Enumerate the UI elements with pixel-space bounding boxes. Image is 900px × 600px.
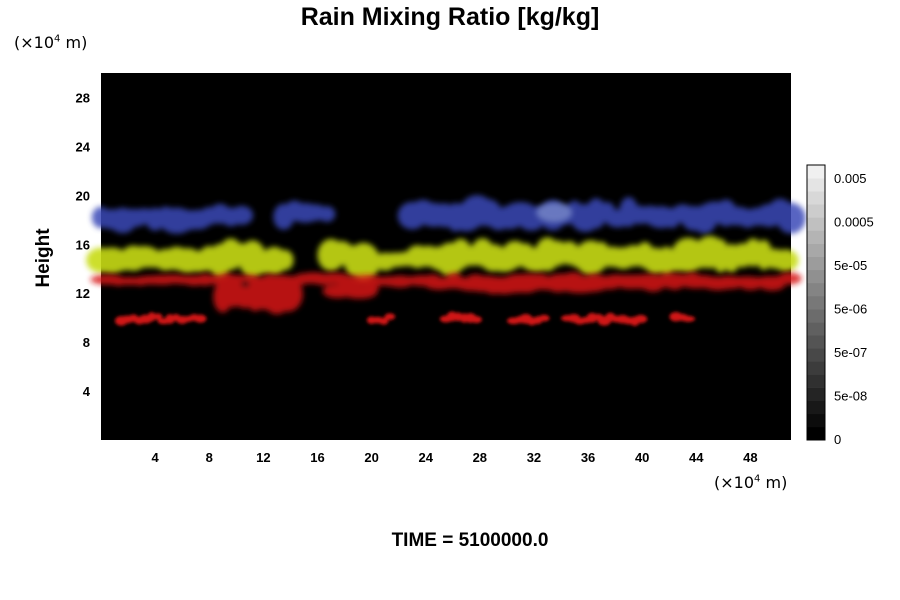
y-axis-unit: (×104 m) [14, 33, 87, 52]
y-unit-exponent: 4 [54, 33, 61, 45]
red-blob [272, 276, 303, 312]
red-low-blob [470, 316, 483, 324]
time-label: TIME = 5100000.0 [391, 530, 549, 551]
red-low-blob [147, 312, 156, 322]
red-low-blob [379, 317, 389, 325]
y-tick-label: 24 [76, 139, 91, 154]
colorbar-label: 5e-05 [834, 258, 867, 273]
cloud-field [86, 195, 806, 326]
colorbar-swatch [807, 217, 825, 231]
colorbar-swatch [807, 309, 825, 323]
red-blob [758, 277, 786, 291]
red-low-blob [153, 313, 163, 320]
y-tick-label: 20 [76, 188, 90, 203]
x-tick-label: 48 [743, 450, 757, 465]
colorbar-swatch [807, 295, 825, 310]
colorbar-swatch [807, 269, 825, 284]
colorbar-swatch [807, 361, 825, 375]
x-tick-label: 40 [635, 450, 649, 465]
yellow-blob [346, 242, 380, 281]
colorbar-swatch [807, 322, 825, 336]
y-unit-prefix: (×10 [14, 33, 55, 52]
x-tick-label: 16 [310, 450, 324, 465]
blue-blob [776, 202, 806, 234]
yellow-blob [276, 249, 294, 271]
colorbar-label: 5e-06 [834, 302, 867, 317]
colorbar-label: 0 [834, 432, 841, 447]
colorbar-swatch [807, 374, 825, 388]
red-layer [90, 272, 802, 315]
colorbar-frame [806, 164, 826, 441]
y-unit-suffix: m) [60, 33, 88, 52]
colorbar-label: 0.0005 [834, 215, 874, 230]
blue-highlight [536, 202, 573, 223]
blue-layer [91, 195, 806, 234]
yellow-layer [86, 235, 799, 281]
colorbar-swatch [807, 387, 825, 402]
x-tick-label: 20 [364, 450, 378, 465]
red-low-blob [634, 314, 648, 324]
colorbar-swatch [807, 178, 825, 192]
chart-title: Rain Mixing Ratio [kg/kg] [300, 3, 600, 31]
y-tick-label: 8 [83, 335, 90, 350]
red-low-blob [194, 314, 207, 323]
colorbar-swatch [807, 230, 825, 244]
colorbar-swatch [807, 165, 825, 179]
x-tick-label: 36 [581, 450, 595, 465]
colorbar-label: 5e-07 [834, 345, 867, 360]
colorbar-swatch [807, 256, 825, 271]
colorbar-label: 0.005 [834, 171, 867, 186]
red-low-blob [681, 315, 696, 322]
x-tick-label: 12 [256, 450, 270, 465]
y-tick-label: 4 [83, 384, 91, 399]
colorbar-swatch [807, 335, 825, 349]
colorbar-label: 5e-08 [834, 389, 867, 404]
yellow-blob [772, 249, 799, 272]
x-unit-exponent: 4 [754, 473, 761, 485]
colorbar: 0.005 0.0005 5e-05 5e-06 5e-07 5e-08 0 [806, 164, 874, 447]
x-axis-ticks: 4 8 12 16 20 24 28 32 36 40 44 48 [152, 450, 758, 465]
x-tick-label: 44 [689, 450, 704, 465]
colorbar-swatch [807, 204, 825, 218]
colorbar-swatch [807, 426, 825, 441]
x-unit-suffix: m) [760, 473, 788, 492]
x-tick-label: 4 [152, 450, 160, 465]
colorbar-swatch [807, 400, 825, 415]
red-low-blob [538, 314, 550, 322]
blue-blob [230, 205, 254, 225]
red-low-blob [384, 313, 396, 320]
y-tick-label: 16 [76, 237, 90, 252]
blue-blob [318, 206, 336, 222]
x-axis-unit: (×104 m) [714, 473, 787, 492]
red-blob [361, 283, 379, 294]
colorbar-swatch [807, 348, 825, 362]
colorbar-swatch [807, 282, 825, 297]
x-tick-label: 28 [473, 450, 487, 465]
x-unit-prefix: (×10 [714, 473, 755, 492]
y-tick-label: 12 [76, 286, 90, 301]
colorbar-swatch [807, 243, 825, 257]
x-tick-label: 24 [418, 450, 433, 465]
y-tick-label: 28 [76, 90, 90, 105]
colorbar-swatch [807, 413, 825, 428]
x-tick-label: 32 [527, 450, 541, 465]
x-tick-label: 8 [206, 450, 213, 465]
colorbar-swatch [807, 191, 825, 205]
red-low-patches [114, 311, 696, 326]
y-axis-ticks: 4 8 12 16 20 24 28 [76, 90, 91, 399]
